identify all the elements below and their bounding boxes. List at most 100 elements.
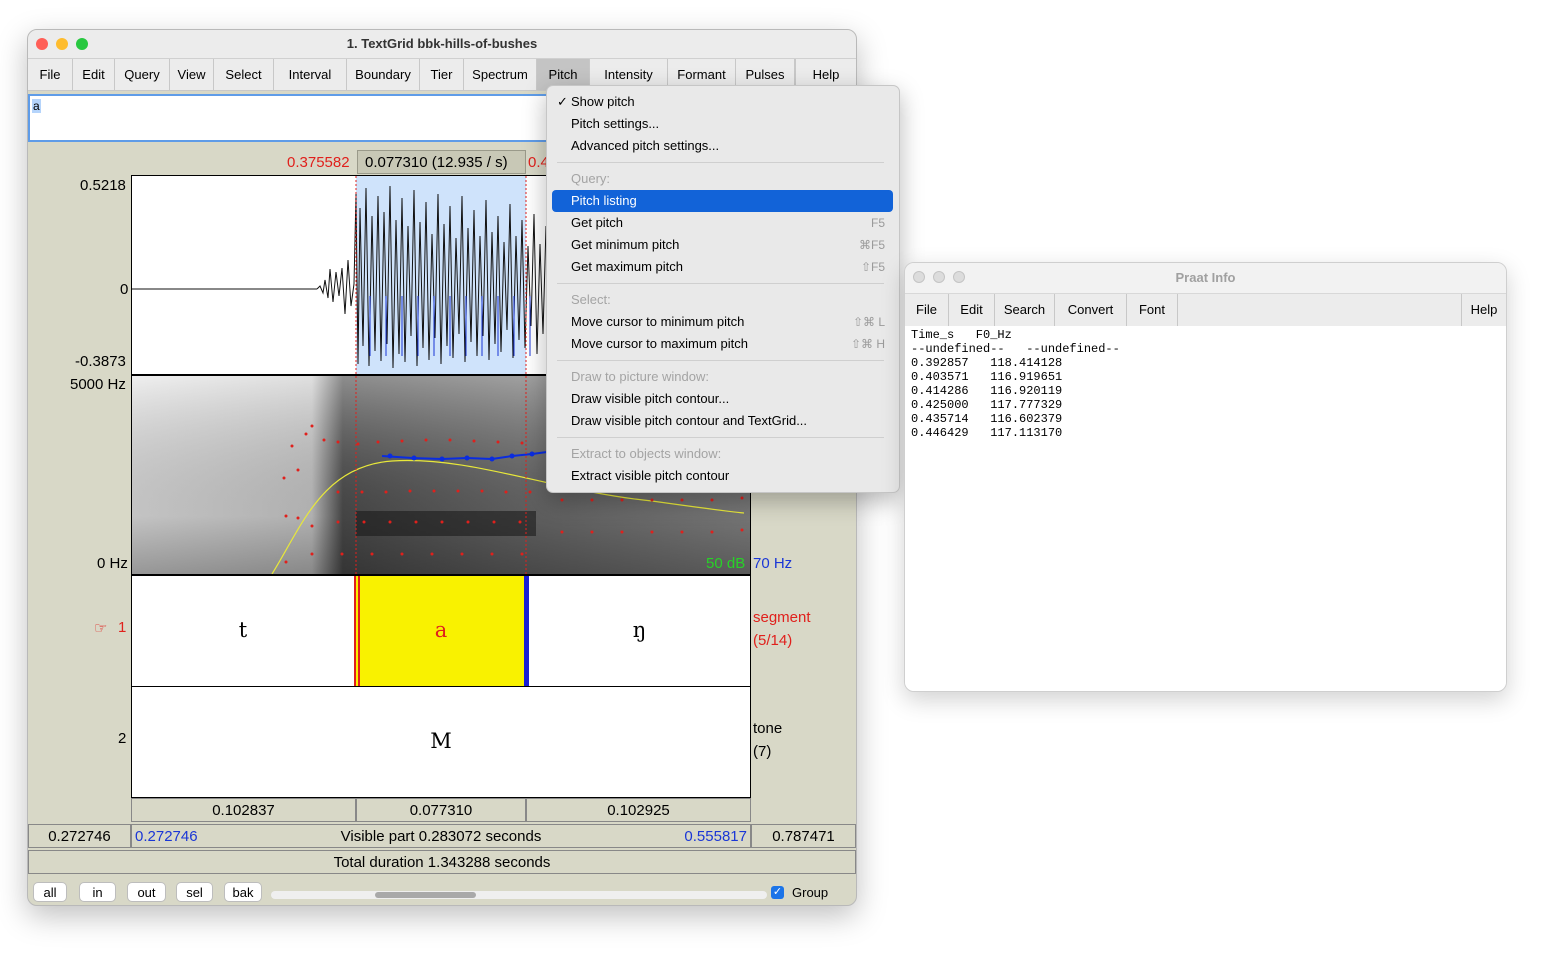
boundary-left-inner xyxy=(358,576,360,686)
duration-cell[interactable]: 0.102837 xyxy=(131,798,356,822)
tier-segment[interactable]: t a ŋ xyxy=(131,575,751,687)
info-line: 0.425000 117.777329 xyxy=(911,398,1063,412)
selection-start-time: 0.375582 xyxy=(287,154,350,171)
menu-file[interactable]: File xyxy=(28,59,73,90)
menu-pulses[interactable]: Pulses xyxy=(736,59,795,90)
info-text-area[interactable]: Time_s F0_Hz --undefined-- --undefined--… xyxy=(905,326,1506,691)
zoom-selection-button[interactable]: sel xyxy=(176,882,213,902)
menu-item-get-maximum-pitch[interactable]: Get maximum pitch ⇧F5 xyxy=(547,256,899,278)
menu-separator xyxy=(557,162,884,163)
duration-cell[interactable]: 0.102925 xyxy=(526,798,751,822)
menu-header-query: Query: xyxy=(547,168,899,190)
menu-pitch[interactable]: Pitch xyxy=(537,59,590,90)
info-menu-edit[interactable]: Edit xyxy=(949,294,995,326)
boundary-right[interactable] xyxy=(524,576,529,686)
menu-item-show-pitch[interactable]: ✓ Show pitch xyxy=(547,91,899,113)
tier1-number: 1 xyxy=(118,619,127,636)
menu-separator xyxy=(557,437,884,438)
zoom-all-button[interactable]: all xyxy=(33,882,67,902)
info-line: 0.414286 116.920119 xyxy=(911,384,1063,398)
interval-label[interactable]: ŋ xyxy=(632,618,647,642)
editor-titlebar[interactable]: 1. TextGrid bbk-hills-of-bushes xyxy=(28,30,856,59)
menu-help[interactable]: Help xyxy=(795,59,856,90)
menu-header-draw: Draw to picture window: xyxy=(547,366,899,388)
menu-item-label: Move cursor to minimum pitch xyxy=(571,314,745,329)
menu-query[interactable]: Query xyxy=(115,59,170,90)
menu-item-label: Pitch listing xyxy=(571,193,637,208)
menu-item-get-minimum-pitch[interactable]: Get minimum pitch ⌘F5 xyxy=(547,234,899,256)
menu-item-pitch-settings[interactable]: Pitch settings... xyxy=(547,113,899,135)
menu-select[interactable]: Select xyxy=(214,59,274,90)
close-window-button[interactable] xyxy=(36,38,48,50)
boundary-left[interactable] xyxy=(354,576,356,686)
menu-interval[interactable]: Interval xyxy=(274,59,347,90)
menu-boundary[interactable]: Boundary xyxy=(347,59,420,90)
tier1-name: segment xyxy=(753,609,811,626)
zoom-window-button[interactable] xyxy=(953,271,965,283)
zoom-back-button[interactable]: bak xyxy=(224,882,262,902)
visible-part-cell[interactable]: 0.272746 Visible part 0.283072 seconds 0… xyxy=(131,824,751,848)
interval-text-field[interactable]: a xyxy=(28,94,550,142)
menu-item-move-cursor-min-pitch[interactable]: Move cursor to minimum pitch ⇧⌘ L xyxy=(547,311,899,333)
total-duration-cell[interactable]: Total duration 1.343288 seconds xyxy=(28,850,856,874)
scrollbar-thumb[interactable] xyxy=(375,892,476,898)
interval-label-selected[interactable]: a xyxy=(434,618,448,642)
info-menu-font[interactable]: Font xyxy=(1127,294,1178,326)
menu-item-pitch-listing[interactable]: Pitch listing xyxy=(552,190,893,212)
pitch-floor-label: 70 Hz xyxy=(753,555,793,572)
minimize-window-button[interactable] xyxy=(56,38,68,50)
interval-label[interactable]: t xyxy=(238,618,248,642)
spectrogram-bottom-label: 0 Hz xyxy=(97,555,128,572)
zoom-window-button[interactable] xyxy=(76,38,88,50)
menu-item-advanced-pitch-settings[interactable]: Advanced pitch settings... xyxy=(547,135,899,157)
menu-header-extract: Extract to objects window: xyxy=(547,443,899,465)
menu-intensity[interactable]: Intensity xyxy=(590,59,668,90)
menu-item-label: Draw visible pitch contour and TextGrid.… xyxy=(571,413,808,428)
wave-min-label: -0.3873 xyxy=(75,353,126,370)
info-menu-convert[interactable]: Convert xyxy=(1055,294,1127,326)
info-line: 0.392857 118.414128 xyxy=(911,356,1063,370)
menu-item-move-cursor-max-pitch[interactable]: Move cursor to maximum pitch ⇧⌘ H xyxy=(547,333,899,355)
time-right-cell[interactable]: 0.787471 xyxy=(751,824,856,848)
menu-item-label: Pitch settings... xyxy=(571,116,660,131)
menu-view[interactable]: View xyxy=(170,59,214,90)
group-checkbox[interactable]: ✓ xyxy=(771,886,784,899)
info-line: Time_s F0_Hz xyxy=(911,328,1012,342)
minimize-window-button[interactable] xyxy=(933,271,945,283)
menu-item-label: Extract to objects window: xyxy=(571,446,722,461)
zoom-in-button[interactable]: in xyxy=(79,882,116,902)
info-titlebar[interactable]: Praat Info xyxy=(905,263,1506,291)
window-title: 1. TextGrid bbk-hills-of-bushes xyxy=(346,36,538,51)
info-menu-file[interactable]: File xyxy=(905,294,949,326)
menu-item-shortcut: ⇧F5 xyxy=(860,260,885,274)
menu-spectrum[interactable]: Spectrum xyxy=(464,59,537,90)
duration-cell[interactable]: 0.077310 xyxy=(356,798,526,822)
time-right-value: 0.787471 xyxy=(772,828,835,845)
pitch-menu-dropdown: ✓ Show pitch Pitch settings... Advanced … xyxy=(546,85,900,493)
interval-label[interactable]: M xyxy=(430,729,452,753)
editor-menubar: File Edit Query View Select Interval Bou… xyxy=(28,59,856,91)
close-window-button[interactable] xyxy=(913,271,925,283)
menu-item-draw-pitch-contour-textgrid[interactable]: Draw visible pitch contour and TextGrid.… xyxy=(547,410,899,432)
menu-item-get-pitch[interactable]: Get pitch F5 xyxy=(547,212,899,234)
menu-header-select: Select: xyxy=(547,289,899,311)
menu-item-extract-pitch-contour[interactable]: Extract visible pitch contour xyxy=(547,465,899,487)
duration-value: 0.102837 xyxy=(212,802,275,819)
menu-separator xyxy=(557,283,884,284)
info-menu-help[interactable]: Help xyxy=(1461,294,1506,326)
menu-tier[interactable]: Tier xyxy=(420,59,464,90)
info-menu-search[interactable]: Search xyxy=(995,294,1055,326)
zoom-out-button[interactable]: out xyxy=(127,882,166,902)
menu-item-label: Move cursor to maximum pitch xyxy=(571,336,748,351)
menu-edit[interactable]: Edit xyxy=(73,59,115,90)
menu-item-draw-pitch-contour[interactable]: Draw visible pitch contour... xyxy=(547,388,899,410)
tier1-count: (5/14) xyxy=(753,632,793,649)
menu-item-label: Draw visible pitch contour... xyxy=(571,391,730,406)
time-left-cell[interactable]: 0.272746 xyxy=(28,824,131,848)
selection-duration-box[interactable]: 0.077310 (12.935 / s) xyxy=(357,150,526,174)
tier-tone[interactable]: M xyxy=(131,686,751,798)
menu-formant[interactable]: Formant xyxy=(668,59,736,90)
horizontal-scrollbar[interactable] xyxy=(271,891,767,899)
menu-item-label: Advanced pitch settings... xyxy=(571,138,720,153)
menu-item-label: Get pitch xyxy=(571,215,624,230)
